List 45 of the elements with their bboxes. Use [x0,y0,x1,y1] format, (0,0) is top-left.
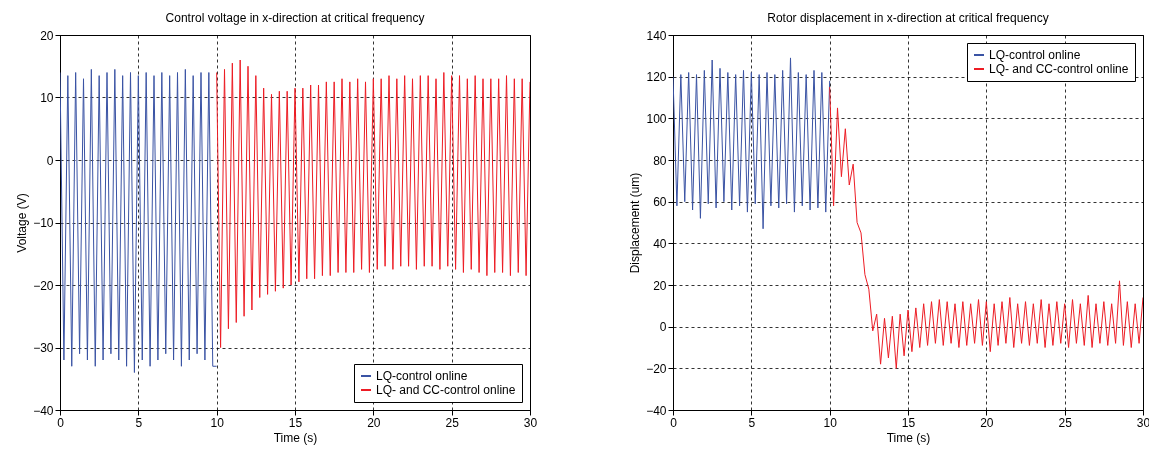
y-tick-label: 10 [40,91,54,105]
y-tick-label: −40 [646,403,667,418]
y-tick-label: −10 [33,216,54,230]
x-tick-label: 5 [135,415,143,430]
x-tick-label: 30 [523,415,538,430]
x-tick-label: 30 [1136,415,1149,430]
x-tick-label: 10 [823,415,838,430]
x-tick-label: 20 [980,415,994,430]
y-axis-title: Voltage (V) [15,193,30,253]
y-axis-title: Displacement (um) [628,172,643,274]
legend-label: LQ- and CC-control online [989,62,1129,76]
y-tick-label: −30 [33,341,54,355]
y-tick-label: 0 [46,153,54,168]
y-tick-label: −20 [33,278,54,293]
y-tick-label: 140 [646,28,667,43]
line-series [216,59,530,348]
line-series [60,68,218,373]
x-tick-label: 10 [210,415,225,430]
x-tick-label: 0 [57,415,65,430]
line-series [673,57,831,230]
x-tick-label: 15 [901,415,916,430]
x-tick-label: 25 [1058,415,1073,430]
legend-label: LQ-control online [376,369,468,383]
legend-label: LQ- and CC-control online [376,383,516,397]
x-axis-title: Time (s) [273,430,318,445]
y-tick-label: −20 [646,361,667,376]
legend-label: LQ-control online [989,48,1081,62]
line-series [829,86,1143,369]
y-tick-label: 80 [653,153,667,168]
x-tick-label: 25 [445,415,460,430]
x-tick-label: 0 [670,415,678,430]
y-tick-label: 120 [646,70,667,85]
x-tick-label: 15 [288,415,303,430]
chart-title: Rotor displacement in x-direction at critical frequency [767,11,1049,25]
y-tick-label: 40 [653,236,667,251]
x-tick-label: 20 [367,415,381,430]
chart-title: Control voltage in x-direction at critical frequency [165,11,425,25]
x-tick-label: 5 [748,415,756,430]
y-tick-label: −40 [33,403,54,418]
y-tick-label: 0 [659,320,667,335]
x-axis-title: Time (s) [886,430,931,445]
y-tick-label: 100 [646,111,667,126]
y-tick-label: 20 [653,278,667,293]
y-tick-label: 20 [40,28,54,43]
y-tick-label: 60 [653,195,667,210]
